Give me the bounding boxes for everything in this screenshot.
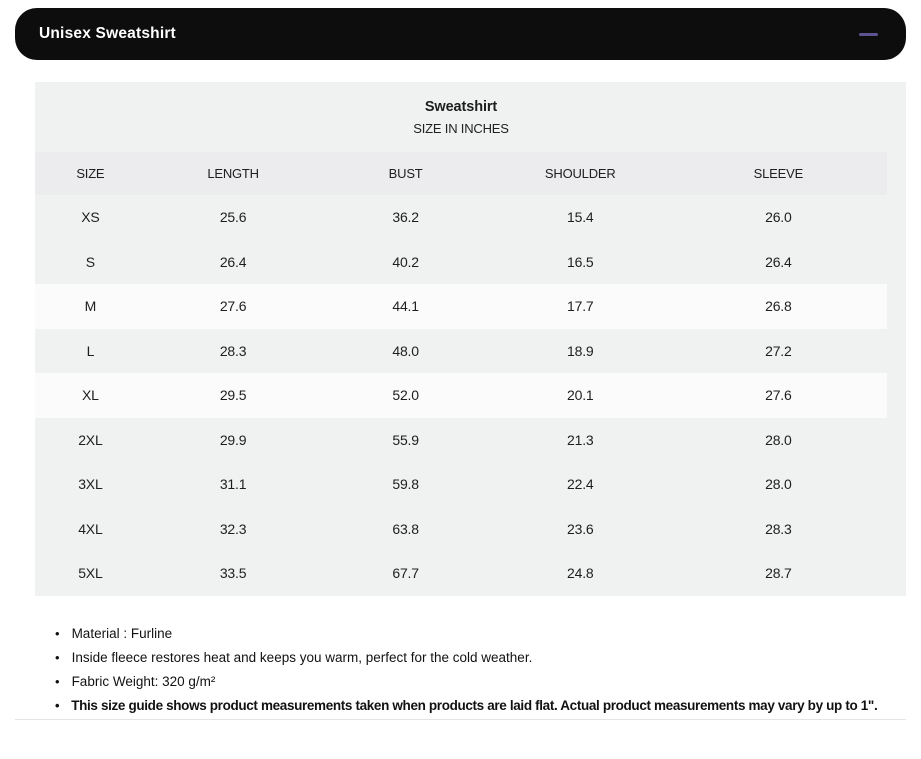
size-row-s: S 26.4 40.2 16.5 26.4 [35,240,887,285]
cell-5xl-sleeve: 28.7 [765,565,792,582]
note-item: • Material : Furline [41,622,906,646]
cell-l-size: L [86,342,95,359]
size-guide-panel: Unisex Sweatshirt Sweatshirt SIZE IN INC… [15,8,906,720]
cell-2xl-sleeve: 28.0 [765,431,792,448]
cell-3xl-shoulder: 22.4 [567,476,594,493]
column-header-sleeve: SLEEVE [669,152,887,195]
minus-icon [858,32,878,36]
cell-m-sleeve: 26.8 [765,298,792,315]
bullet-icon: • [55,673,60,689]
size-row-2xl: 2XL 29.9 55.9 21.3 28.0 [35,418,887,463]
cell-xs-length: 25.6 [219,209,247,226]
size-row-xs: XS 25.6 36.2 15.4 26.0 [35,195,887,240]
cell-l-length: 28.3 [219,342,247,359]
cell-m-length: 27.6 [219,298,247,315]
note-text: This size guide shows product measuremen… [71,697,878,713]
size-row-5xl: 5XL 33.5 67.7 24.8 28.7 [35,551,887,596]
column-header-size: SIZE [35,152,146,195]
cell-4xl-bust: 63.8 [392,520,419,537]
size-guide-content: Sweatshirt SIZE IN INCHES SIZE LENGTH BUST… [15,82,906,717]
note-text: Inside fleece restores heat and keeps yo… [71,649,533,665]
size-row-xl: XL 29.5 52.0 20.1 27.6 [35,373,887,418]
cell-5xl-length: 33.5 [219,565,247,582]
size-row-3xl: 3XL 31.1 59.8 22.4 28.0 [35,462,887,507]
cell-s-length: 26.4 [219,253,247,270]
cell-xl-sleeve: 27.6 [765,387,792,404]
size-table-head: SIZE LENGTH BUST SHOULDER SLEEVE [35,152,887,195]
size-chart-header: Sweatshirt SIZE IN INCHES [35,82,887,152]
column-header-length: LENGTH [145,152,321,195]
cell-3xl-length: 31.1 [219,476,247,493]
cell-2xl-length: 29.9 [219,431,247,448]
note-text: Material : Furline [71,625,173,641]
cell-xs-sleeve: 26.0 [765,209,792,226]
size-chart-subtitle: SIZE IN INCHES [413,121,509,136]
cell-3xl-bust: 59.8 [392,476,419,493]
size-table-body: XS 25.6 36.2 15.4 26.0 S 26.4 40.2 16.5 26.4 M 27.6… [35,195,887,596]
cell-l-sleeve: 27.2 [765,342,792,359]
cell-s-size: S [85,253,95,270]
collapse-button[interactable] [856,22,880,46]
note-item: • Fabric Weight: 320 g/m² [41,670,906,694]
cell-4xl-length: 32.3 [219,520,247,537]
cell-2xl-shoulder: 21.3 [567,431,594,448]
cell-3xl-sleeve: 28.0 [765,476,792,493]
size-row-l: L 28.3 48.0 18.9 27.2 [35,329,887,374]
cell-5xl-shoulder: 24.8 [567,565,594,582]
size-chart-title: Sweatshirt [424,99,498,115]
size-table: SIZE LENGTH BUST SHOULDER SLEEVE XS 25.6 36.2 1… [35,152,887,596]
cell-m-bust: 44.1 [392,298,419,315]
note-item: • This size guide shows product measureme… [41,694,906,717]
bullet-icon: • [55,649,60,665]
size-row-m: M 27.6 44.1 17.7 26.8 [35,284,887,329]
cell-5xl-bust: 67.7 [392,565,419,582]
cell-2xl-bust: 55.9 [392,431,419,448]
cell-xl-size: XL [82,387,99,404]
cell-s-shoulder: 16.5 [567,253,594,270]
bullet-icon: • [55,697,60,713]
cell-s-bust: 40.2 [392,253,419,270]
cell-m-size: M [84,298,97,315]
size-row-4xl: 4XL 32.3 63.8 23.6 28.3 [35,507,887,552]
cell-s-sleeve: 26.4 [765,253,792,270]
cell-4xl-shoulder: 23.6 [567,520,594,537]
cell-xs-bust: 36.2 [392,209,419,226]
cell-4xl-sleeve: 28.3 [765,520,792,537]
accordion-header[interactable]: Unisex Sweatshirt [15,8,906,60]
cell-xl-length: 29.5 [219,387,247,404]
cell-l-shoulder: 18.9 [567,342,594,359]
cell-4xl-size: 4XL [78,520,103,537]
note-item: • Inside fleece restores heat and keeps y… [41,646,906,670]
size-chart: Sweatshirt SIZE IN INCHES SIZE LENGTH BUST… [35,82,906,596]
size-table-header-row: SIZE LENGTH BUST SHOULDER SLEEVE [35,152,887,195]
note-text: Fabric Weight: 320 g/m² [71,673,216,689]
column-header-shoulder: SHOULDER [490,152,670,195]
product-notes: • Material : Furline • Inside fleece restor… [35,622,906,717]
cell-xs-size: XS [81,209,100,226]
cell-xs-shoulder: 15.4 [567,209,594,226]
cell-5xl-size: 5XL [78,565,103,582]
cell-3xl-size: 3XL [78,476,103,493]
cell-xl-shoulder: 20.1 [567,387,594,404]
accordion-title: Unisex Sweatshirt [39,25,176,42]
cell-2xl-size: 2XL [78,431,103,448]
cell-xl-bust: 52.0 [392,387,419,404]
column-header-bust: BUST [320,152,491,195]
bullet-icon: • [55,625,60,641]
cell-m-shoulder: 17.7 [567,298,594,315]
cell-l-bust: 48.0 [392,342,419,359]
